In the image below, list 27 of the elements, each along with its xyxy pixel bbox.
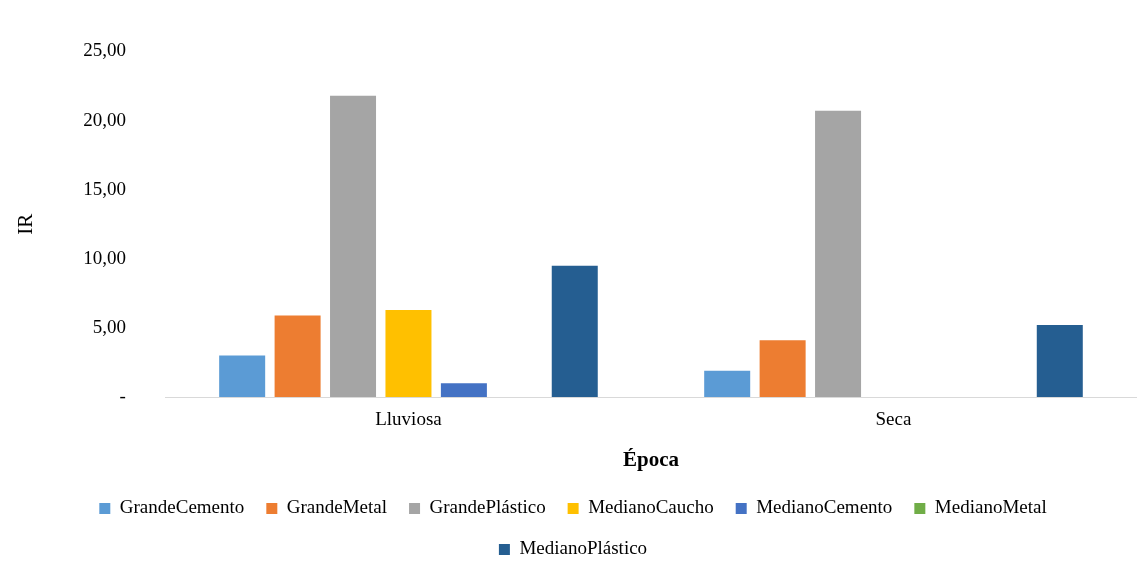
y-tick-label: 5,00 — [92, 315, 126, 337]
legend-label: GrandeMetal — [286, 496, 388, 518]
legend-label: MedianoCaucho — [588, 496, 714, 518]
legend-label: MedianoPlástico — [519, 537, 648, 559]
y-tick-label: - — [119, 384, 126, 406]
x-tick-label: Seca — [875, 408, 912, 430]
y-axis-title: IR — [13, 213, 38, 235]
x-axis-title: Época — [622, 446, 680, 471]
bar — [551, 265, 598, 397]
bar — [274, 315, 321, 397]
legend-label: GrandePlástico — [429, 496, 546, 518]
bar — [815, 110, 862, 397]
bar — [1036, 325, 1083, 397]
y-tick-label: 10,00 — [83, 246, 126, 268]
bar — [330, 95, 377, 397]
bar — [440, 383, 487, 397]
bar — [704, 370, 751, 397]
y-tick-label: 20,00 — [83, 108, 126, 130]
y-tick-label: 25,00 — [83, 39, 126, 61]
bar — [219, 355, 266, 397]
y-tick-label: 15,00 — [83, 177, 126, 199]
x-tick-label: Lluviosa — [375, 408, 443, 430]
bar — [759, 340, 806, 397]
legend-label: MedianoCemento — [756, 496, 893, 518]
legend-label: GrandeCemento — [119, 496, 245, 518]
legend-label: MedianoMetal — [934, 496, 1047, 518]
bar — [385, 309, 432, 397]
